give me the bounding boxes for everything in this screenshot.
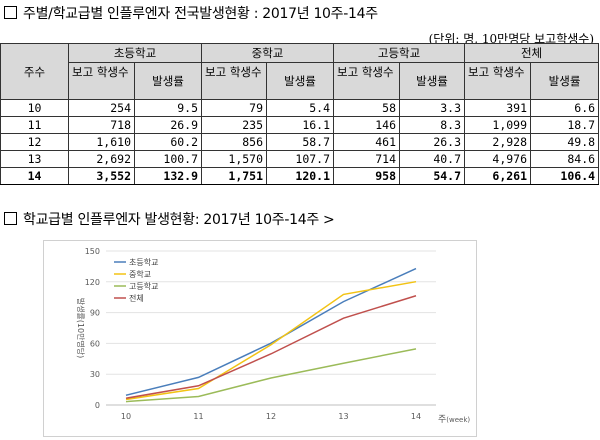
- header-group-high: 고등학교: [333, 43, 466, 63]
- x-tick-label: 11: [193, 412, 203, 421]
- table-cell: 120.1: [266, 167, 335, 185]
- table-row: 14 3,552 132.9 1,751 120.1 958 54.7 6,26…: [0, 167, 600, 185]
- table-cell: 714: [333, 150, 401, 168]
- table-cell: 1,099: [464, 116, 532, 134]
- section-title-text: 주별/학교급별 인플루엔자 전국발생현황 : 2017년 10주-14주: [23, 6, 378, 22]
- line-chart: 0 30 60 90 120 150 10 11 12 13 14 주(week) 발생률(10만명당)…: [76, 247, 470, 425]
- table-cell: 391: [464, 99, 532, 117]
- table-cell: 16.1: [266, 116, 335, 134]
- header-count: 보고 학생수: [68, 62, 135, 100]
- table-cell: 58.7: [266, 133, 335, 151]
- y-tick-label: 120: [85, 278, 100, 287]
- table-cell: 1,610: [68, 133, 135, 151]
- table-cell: 235: [201, 116, 268, 134]
- header-week: 주수: [0, 43, 69, 100]
- cell-week: 10: [0, 99, 69, 117]
- y-axis-label: 발생률(10만명당): [76, 298, 86, 359]
- header-rate: 발생률: [133, 62, 203, 100]
- table-cell: 84.6: [530, 150, 600, 168]
- table-cell: 3,552: [68, 167, 135, 185]
- cell-week: 12: [0, 133, 69, 151]
- legend-label: 중학교: [129, 269, 151, 279]
- header-count: 보고 학생수: [464, 62, 532, 100]
- table-cell: 49.8: [530, 133, 600, 151]
- header-group-middle: 중학교: [201, 43, 335, 63]
- y-tick-label: 150: [85, 247, 100, 256]
- table-cell: 9.5: [133, 99, 203, 117]
- table-cell: 461: [333, 133, 401, 151]
- unit-note: (단위: 명, 10만명당 보고학생수): [428, 32, 594, 46]
- section-title-chart: 학교급별 인플루엔자 발생현황: 2017년 10주-14주 >: [4, 209, 335, 229]
- series-line: [125, 348, 417, 403]
- x-tick-label: 13: [338, 412, 348, 421]
- table-cell: 2,692: [68, 150, 135, 168]
- y-tick-label: 90: [90, 309, 100, 318]
- table-row: 13 2,692 100.7 1,570 107.7 714 40.7 4,97…: [0, 150, 600, 168]
- table-cell: 1,751: [201, 167, 268, 185]
- header-count: 보고 학생수: [333, 62, 401, 100]
- legend-label: 전체: [129, 293, 144, 303]
- table-cell: 4,976: [464, 150, 532, 168]
- header-group-total: 전체: [464, 43, 600, 63]
- table-cell: 40.7: [399, 150, 466, 168]
- table-cell: 26.3: [399, 133, 466, 151]
- legend-label: 고등학교: [129, 281, 158, 291]
- x-tick-label: 12: [266, 412, 276, 421]
- table-row: 12 1,610 60.2 856 58.7 461 26.3 2,928 49…: [0, 133, 600, 151]
- series-line: [125, 267, 417, 396]
- series-line: [125, 280, 417, 401]
- incidence-table: 주수 초등학교 중학교 고등학교 전체 보고 학생수 발생률 보고 학생수 발생…: [0, 43, 600, 185]
- table-cell: 6,261: [464, 167, 532, 185]
- cell-week: 11: [0, 116, 69, 134]
- section-title-table: 주별/학교급별 인플루엔자 전국발생현황 : 2017년 10주-14주: [4, 3, 378, 23]
- table-cell: 8.3: [399, 116, 466, 134]
- table-cell: 2,928: [464, 133, 532, 151]
- section-title-text: 학교급별 인플루엔자 발생현황: 2017년 10주-14주 >: [23, 212, 335, 228]
- checkbox-square-icon: [4, 212, 17, 225]
- cell-week: 14: [0, 167, 69, 185]
- table-cell: 1,570: [201, 150, 268, 168]
- table-cell: 3.3: [399, 99, 466, 117]
- table-cell: 60.2: [133, 133, 203, 151]
- line-chart-frame: 0 30 60 90 120 150 10 11 12 13 14 주(week) 발생률(10만명당)…: [43, 240, 477, 437]
- header-rate: 발생률: [266, 62, 335, 100]
- cell-week: 13: [0, 150, 69, 168]
- x-tick-label: 10: [121, 412, 131, 421]
- header-count: 보고 학생수: [201, 62, 268, 100]
- header-rate: 발생률: [530, 62, 600, 100]
- y-tick-label: 30: [90, 370, 100, 379]
- table-cell: 856: [201, 133, 268, 151]
- table-cell: 107.7: [266, 150, 335, 168]
- table-row: 10 254 9.5 79 5.4 58 3.3 391 6.6: [0, 99, 600, 117]
- checkbox-square-icon: [4, 6, 17, 19]
- x-axis-label: 주(week): [438, 414, 470, 425]
- table-cell: 26.9: [133, 116, 203, 134]
- table-cell: 254: [68, 99, 135, 117]
- header-rate: 발생률: [399, 62, 466, 100]
- table-cell: 6.6: [530, 99, 600, 117]
- header-group-elementary: 초등학교: [67, 43, 203, 63]
- legend-label: 초등학교: [129, 257, 158, 267]
- table-cell: 958: [333, 167, 401, 185]
- table-cell: 58: [333, 99, 401, 117]
- table-cell: 132.9: [133, 167, 203, 185]
- table-cell: 718: [68, 116, 135, 134]
- table-cell: 18.7: [530, 116, 600, 134]
- y-tick-label: 60: [90, 339, 100, 348]
- table-cell: 146: [333, 116, 401, 134]
- table-cell: 79: [201, 99, 268, 117]
- table-cell: 54.7: [399, 167, 466, 185]
- table-cell: 106.4: [530, 167, 600, 185]
- table-cell: 5.4: [266, 99, 335, 117]
- table-cell: 100.7: [133, 150, 203, 168]
- x-tick-label: 14: [411, 412, 421, 421]
- y-tick-label: 0: [95, 401, 100, 410]
- table-row: 11 718 26.9 235 16.1 146 8.3 1,099 18.7: [0, 116, 600, 134]
- series-line: [125, 295, 417, 399]
